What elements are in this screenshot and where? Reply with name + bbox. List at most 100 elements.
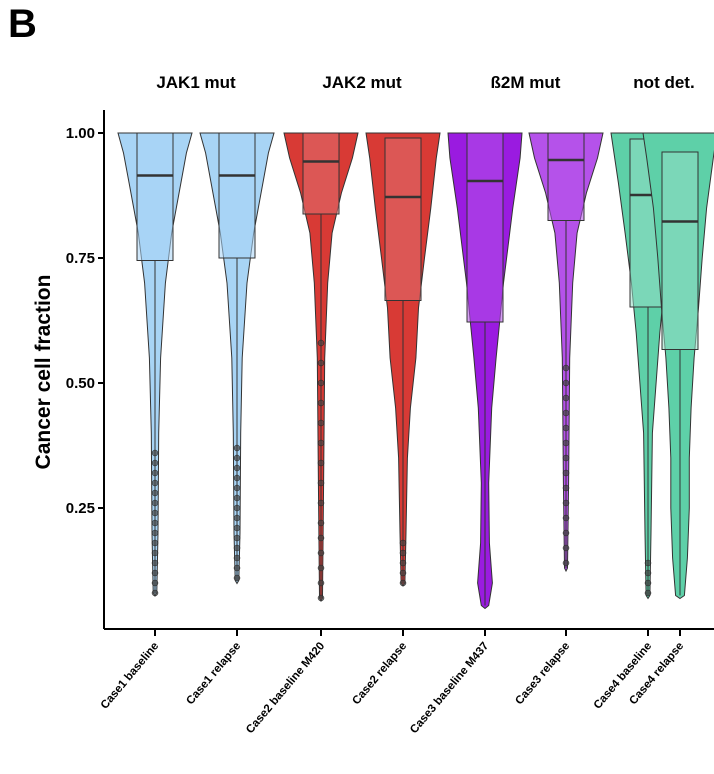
- outlier-point: [151, 469, 159, 477]
- violins: [117, 132, 714, 610]
- outlier-point: [151, 459, 159, 467]
- box-iqr: [218, 132, 256, 259]
- outlier-point: [399, 549, 407, 557]
- outlier-point: [317, 479, 325, 487]
- outlier-point: [233, 534, 241, 542]
- outlier-point: [562, 484, 570, 492]
- outlier-point: [233, 574, 241, 582]
- outlier-point: [562, 424, 570, 432]
- outlier-point: [151, 549, 159, 557]
- group-label: JAK1 mut: [156, 73, 236, 92]
- outlier-point: [151, 509, 159, 517]
- outlier-point: [399, 579, 407, 587]
- x-tick-label: Case1 relapse: [184, 640, 243, 707]
- outlier-point: [562, 499, 570, 507]
- group-label: ß2M mut: [491, 73, 561, 92]
- x-tick-label: Case1 baseline: [99, 640, 162, 711]
- outlier-point: [151, 519, 159, 527]
- outlier-point: [317, 439, 325, 447]
- box-iqr: [547, 132, 585, 221]
- violin-3: [283, 132, 359, 603]
- box-iqr: [302, 132, 340, 215]
- box-iqr: [136, 132, 174, 261]
- x-ticks: Case1 baseline Case1 relapse Case2 baselin…: [99, 629, 686, 736]
- outlier-point: [151, 479, 159, 487]
- outlier-point: [562, 454, 570, 462]
- violin-4: [365, 132, 441, 587]
- outlier-point: [317, 359, 325, 367]
- outlier-point: [562, 514, 570, 522]
- outlier-point: [317, 399, 325, 407]
- outlier-point: [151, 449, 159, 457]
- outlier-point: [562, 529, 570, 537]
- outlier-point: [233, 494, 241, 502]
- outlier-point: [151, 559, 159, 567]
- y-tick-label: 1.00: [66, 125, 95, 142]
- x-tick-label: Case3 baseline M437: [408, 640, 491, 736]
- outlier-point: [562, 409, 570, 417]
- outlier-point: [317, 579, 325, 587]
- outlier-point: [233, 544, 241, 552]
- outlier-point: [233, 504, 241, 512]
- y-tick-label: 0.50: [66, 375, 95, 392]
- outlier-point: [151, 569, 159, 577]
- box-iqr: [661, 151, 699, 350]
- outlier-point: [399, 569, 407, 577]
- outlier-point: [562, 469, 570, 477]
- outlier-point: [317, 564, 325, 572]
- outlier-point: [233, 464, 241, 472]
- outlier-point: [317, 594, 325, 602]
- axes: [103, 110, 714, 630]
- outlier-point: [151, 579, 159, 587]
- outlier-point: [644, 569, 652, 577]
- x-tick-label: Case2 baseline M420: [244, 640, 327, 736]
- x-tick-label: Case4 baseline: [592, 640, 655, 711]
- outlier-point: [399, 539, 407, 547]
- outlier-point: [317, 379, 325, 387]
- outlier-point: [233, 524, 241, 532]
- outlier-point: [151, 499, 159, 507]
- y-axis-label: Cancer cell fraction: [32, 275, 55, 470]
- outlier-point: [562, 559, 570, 567]
- outlier-point: [562, 544, 570, 552]
- outlier-point: [233, 454, 241, 462]
- outlier-point: [644, 559, 652, 567]
- outlier-point: [317, 459, 325, 467]
- outlier-point: [562, 364, 570, 372]
- outlier-point: [233, 564, 241, 572]
- outlier-point: [233, 444, 241, 452]
- violin-1: [117, 132, 193, 597]
- outlier-point: [233, 484, 241, 492]
- outlier-point: [644, 579, 652, 587]
- group-labels: JAK1 mut JAK2 mut ß2M mut not det.: [156, 73, 694, 92]
- x-tick-label: Case3 relapse: [513, 640, 572, 707]
- outlier-point: [317, 519, 325, 527]
- outlier-point: [562, 394, 570, 402]
- panel-letter: B: [8, 2, 37, 46]
- box-iqr: [466, 132, 504, 323]
- y-ticks: 0.25 0.50 0.75 1.00: [66, 125, 104, 517]
- x-tick-label: Case2 relapse: [350, 640, 409, 707]
- outlier-point: [317, 549, 325, 557]
- violin-5: [447, 132, 523, 610]
- outlier-point: [317, 339, 325, 347]
- violin-6: [528, 132, 604, 573]
- violin-8: [642, 132, 714, 600]
- y-tick-label: 0.75: [66, 250, 95, 267]
- outlier-point: [317, 419, 325, 427]
- box-iqr: [384, 137, 422, 301]
- outlier-point: [233, 554, 241, 562]
- outlier-point: [644, 589, 652, 597]
- outlier-point: [151, 529, 159, 537]
- outlier-point: [317, 534, 325, 542]
- violin-2: [199, 132, 275, 585]
- outlier-point: [317, 499, 325, 507]
- outlier-point: [233, 514, 241, 522]
- outlier-point: [562, 379, 570, 387]
- outlier-point: [151, 589, 159, 597]
- outlier-point: [562, 439, 570, 447]
- outlier-point: [151, 539, 159, 547]
- group-label: not det.: [633, 73, 694, 92]
- outlier-point: [233, 474, 241, 482]
